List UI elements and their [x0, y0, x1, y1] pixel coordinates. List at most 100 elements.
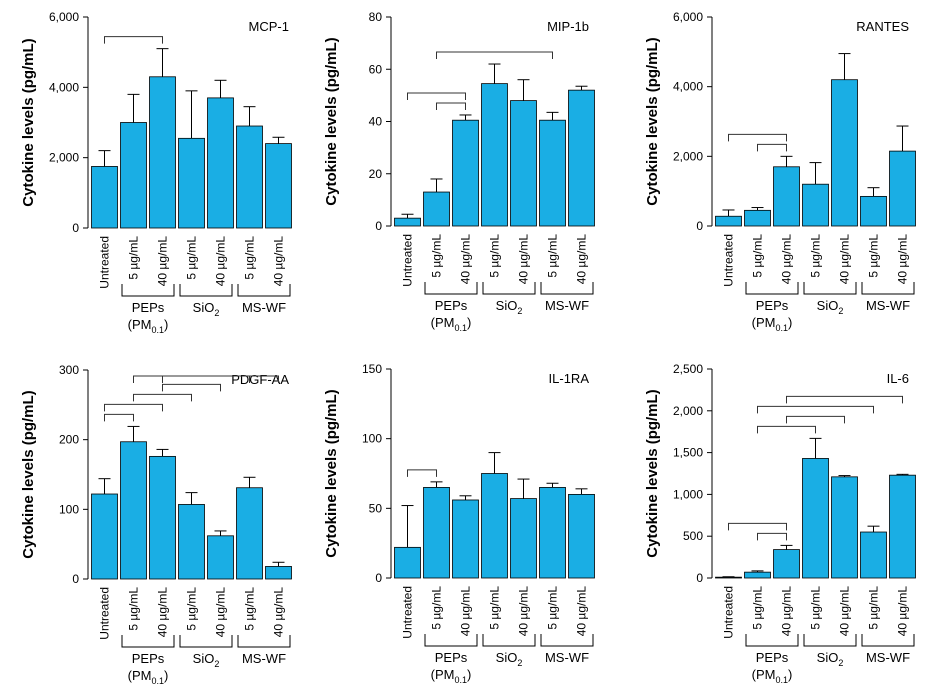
y-tick-label: 2,000: [49, 151, 79, 165]
x-category-label: 5 µg/mL: [809, 586, 823, 630]
x-category-label: 40 µg/mL: [517, 586, 531, 637]
group-label: SiO2: [817, 298, 844, 316]
x-category-label: 40 µg/mL: [575, 586, 589, 637]
group-bracket: [121, 284, 175, 297]
y-axis-title: Cytokine levels (pg/mL): [644, 37, 661, 205]
group-bracket: [803, 634, 857, 647]
significance-bracket: [436, 51, 553, 60]
x-category-label: Untreated: [98, 587, 112, 640]
x-category-label: 40 µg/mL: [459, 586, 473, 637]
group-label: PEPs: [756, 650, 789, 665]
group-bracket: [121, 635, 175, 648]
group-bracket: [179, 284, 233, 297]
significance-bracket: [162, 375, 279, 383]
x-category-label: Untreated: [722, 586, 736, 639]
y-tick-label: 200: [59, 433, 79, 447]
x-category-label: 40 µg/mL: [214, 236, 228, 287]
bar: [744, 209, 771, 227]
x-category-label: 40 µg/mL: [838, 586, 852, 637]
significance-bracket: [757, 405, 874, 414]
significance-bracket: [786, 415, 845, 424]
panel-title: MCP-1: [249, 19, 289, 34]
y-tick-label: 0: [72, 572, 79, 586]
panel-title: PDGF-AA: [231, 372, 289, 387]
group-sublabel: (PM0.1): [752, 315, 793, 333]
y-tick-label: 50: [369, 501, 383, 515]
bar: [510, 498, 537, 579]
bar: [178, 137, 205, 229]
significance-bracket: [436, 102, 466, 110]
group-label: MS-WF: [545, 650, 589, 665]
bar: [452, 499, 479, 579]
chart-panel-3: 0 2,000 4,000 6,000 Cytokine levels (pg/mL) R…: [644, 10, 916, 333]
bar: [481, 473, 508, 579]
significance-bracket: [757, 532, 787, 541]
x-category-label: Untreated: [98, 236, 112, 289]
y-tick-label: 2,000: [673, 404, 703, 418]
x-category-label: 40 µg/mL: [272, 587, 286, 638]
y-tick-label: 100: [59, 502, 79, 516]
panel-title: IL-1RA: [549, 371, 590, 386]
bar: [802, 458, 829, 579]
bar: [394, 546, 421, 579]
x-category-label: 5 µg/mL: [809, 234, 823, 278]
bar: [715, 576, 742, 579]
significance-bracket: [104, 36, 163, 44]
x-category-label: 5 µg/mL: [751, 234, 765, 278]
y-axis-title: Cytokine levels (pg/mL): [20, 390, 37, 558]
bar: [423, 487, 450, 579]
x-category-label: 40 µg/mL: [780, 234, 794, 285]
x-category-label: 40 µg/mL: [780, 586, 794, 637]
x-category-label: 5 µg/mL: [751, 586, 765, 630]
x-category-label: 40 µg/mL: [156, 236, 170, 287]
bar: [831, 476, 858, 579]
bar: [715, 215, 742, 227]
bar: [236, 125, 263, 229]
group-bracket: [803, 282, 857, 295]
y-tick-label: 100: [362, 432, 382, 446]
y-tick-label: 0: [696, 571, 703, 585]
group-bracket: [482, 282, 536, 295]
x-category-label: 5 µg/mL: [546, 234, 560, 278]
significance-bracket: [162, 383, 221, 392]
group-sublabel: (PM0.1): [431, 315, 472, 333]
y-tick-label: 2,000: [673, 149, 703, 163]
group-bracket: [861, 634, 915, 647]
significance-bracket: [104, 413, 134, 422]
bar: [265, 143, 292, 229]
group-bracket: [424, 634, 478, 647]
y-tick-label: 0: [696, 219, 703, 233]
group-label: MS-WF: [545, 298, 589, 313]
group-bracket: [540, 282, 594, 295]
bar: [481, 83, 508, 227]
bar: [744, 571, 771, 579]
x-category-label: 5 µg/mL: [185, 587, 199, 631]
x-category-label: 5 µg/mL: [867, 234, 881, 278]
bar: [91, 493, 118, 580]
significance-bracket: [407, 469, 437, 477]
group-sublabel: (PM0.1): [431, 667, 472, 685]
significance-bracket: [728, 522, 787, 531]
bar: [178, 504, 205, 580]
group-label: PEPs: [435, 650, 468, 665]
chart-panel-5: 0 50 100 150 Cytokine levels (pg/mL) IL-1RA Un…: [323, 362, 595, 685]
x-category-label: 40 µg/mL: [156, 587, 170, 638]
group-label: SiO2: [496, 650, 523, 668]
x-category-label: 5 µg/mL: [430, 586, 444, 630]
bar: [207, 535, 234, 580]
y-tick-label: 500: [683, 529, 703, 543]
x-category-label: 5 µg/mL: [430, 234, 444, 278]
y-axis-title: Cytokine levels (pg/mL): [644, 389, 661, 557]
bar: [860, 531, 887, 579]
chart-panel-1: 0 2,000 4,000 6,000 Cytokine levels (pg/mL) M…: [20, 10, 292, 335]
group-sublabel: (PM0.1): [752, 667, 793, 685]
bar: [91, 166, 118, 229]
group-label: PEPs: [132, 300, 165, 315]
bar: [773, 166, 800, 227]
x-category-label: 40 µg/mL: [896, 586, 910, 637]
group-label: SiO2: [193, 300, 220, 318]
group-bracket: [237, 635, 291, 648]
group-bracket: [745, 282, 799, 295]
x-category-label: Untreated: [722, 234, 736, 287]
